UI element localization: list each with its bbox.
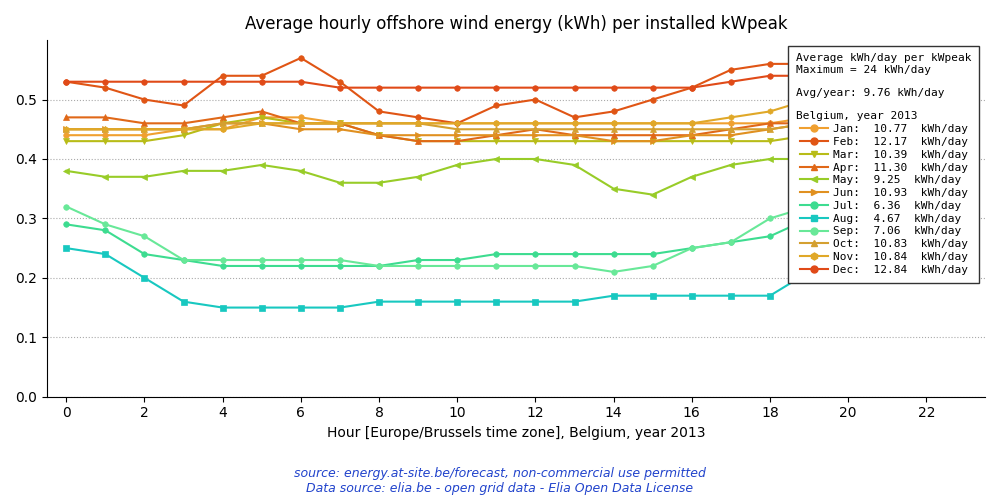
- X-axis label: Hour [Europe/Brussels time zone], Belgium, year 2013: Hour [Europe/Brussels time zone], Belgiu…: [327, 426, 705, 440]
- Text: source: energy.at-site.be/forecast, non-commercial use permitted
Data source: el: source: energy.at-site.be/forecast, non-…: [294, 467, 706, 495]
- Legend: Jan:  10.77  kWh/day, Feb:  12.17  kWh/day, Mar:  10.39  kWh/day, Apr:  11.30  k: Jan: 10.77 kWh/day, Feb: 12.17 kWh/day, …: [788, 46, 979, 282]
- Title: Average hourly offshore wind energy (kWh) per installed kWpeak: Average hourly offshore wind energy (kWh…: [245, 15, 787, 33]
